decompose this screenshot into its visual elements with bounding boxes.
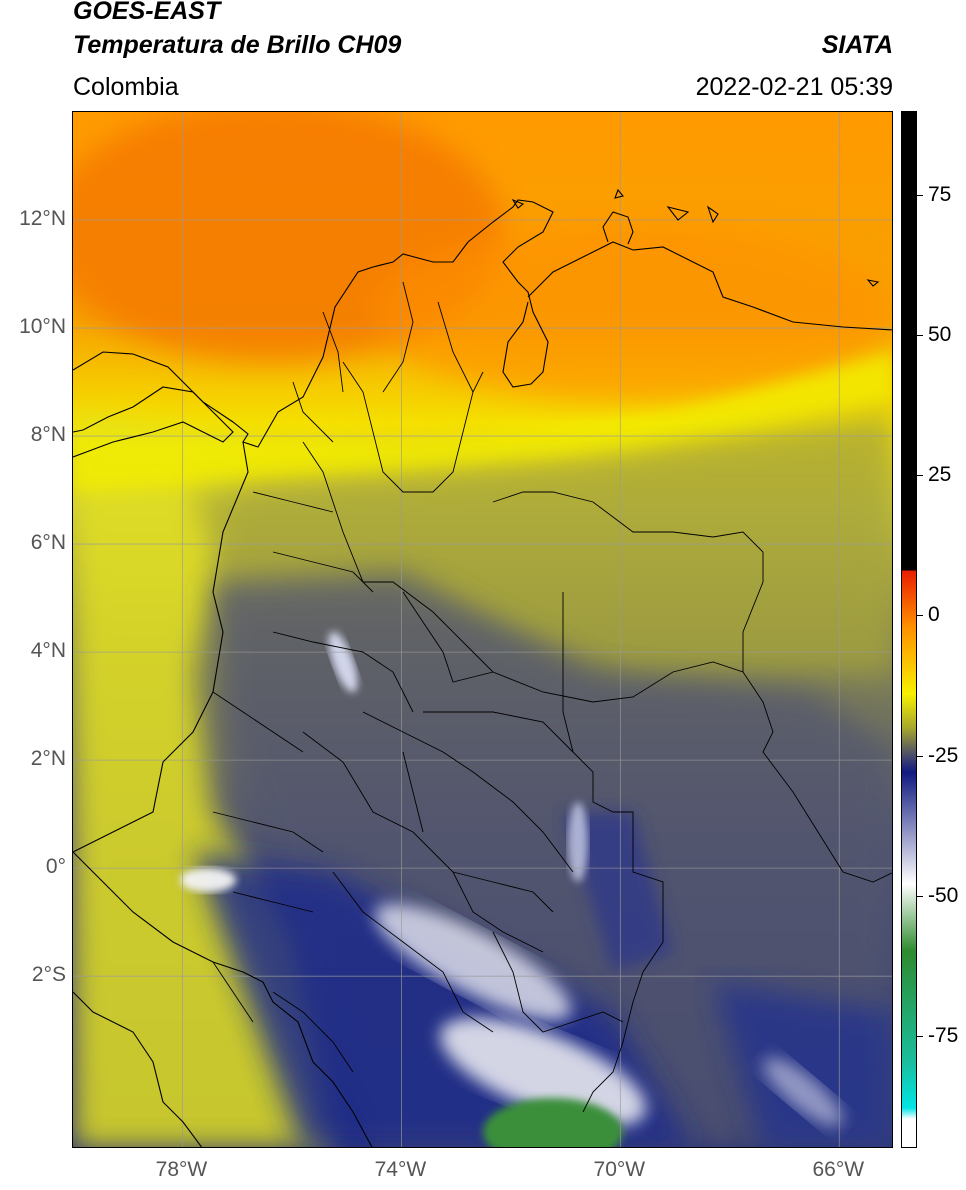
warm-region [373,222,892,402]
colorbar-tick-mark [917,335,923,337]
cloud-top [180,868,236,892]
latitude-tick-label: 0° [45,855,66,879]
longitude-tick-label: 66°W [812,1158,865,1181]
longitude-tick-label: 74°W [374,1158,427,1181]
colorbar-tick-mark [917,755,923,757]
coldest-region [483,1098,623,1147]
colorbar-tick-label: -25 [928,743,959,767]
longitude-tick-label: 78°W [155,1158,208,1181]
political-borders [212,281,892,1113]
latitude-tick-label: 2°S [31,963,66,987]
colorbar-tick-label: -50 [928,883,959,907]
cloud-top [440,1017,646,1127]
latitude-tick-label: 6°N [30,531,66,555]
colorbar-tick-mark [917,615,923,617]
colorbar-tick-label: 50 [928,323,952,347]
source-label: SIATA [821,31,893,59]
olive-region [193,412,892,672]
latitude-tick-label: 8°N [30,423,66,447]
yellow-region [73,352,892,492]
colorbar-tick-mark [917,1035,923,1037]
latitude-tick-label: 10°N [19,315,66,339]
cloud-top [763,1057,843,1127]
colorbar-tick-label: -75 [928,1023,959,1047]
satellite-map [72,111,893,1148]
timestamp-label: 2022-02-21 05:39 [695,73,893,101]
longitude-tick-label: 70°W [593,1158,646,1181]
title-satellite: GOES-EAST [73,0,221,25]
title-product: Temperatura de Brillo CH09 [73,31,402,59]
graticule [73,112,892,1147]
cold-region [713,982,892,1147]
latitude-tick-label: 2°N [30,747,66,771]
region-label: Colombia [73,73,179,101]
colorbar-tick-mark [917,475,923,477]
colorbar-tick-label: 0 [928,603,940,627]
colorbar-tick-label: 25 [928,463,952,487]
cloud-top [568,802,588,882]
colorbar-tick-label: 75 [928,183,952,207]
colorbar-tick-mark [917,195,923,197]
latitude-tick-label: 12°N [19,207,66,231]
cold-region [563,812,673,972]
colorbar [901,111,917,1148]
latitude-tick-label: 4°N [30,639,66,663]
colorbar-tick-mark [917,895,923,897]
cloud-top [374,903,572,1021]
